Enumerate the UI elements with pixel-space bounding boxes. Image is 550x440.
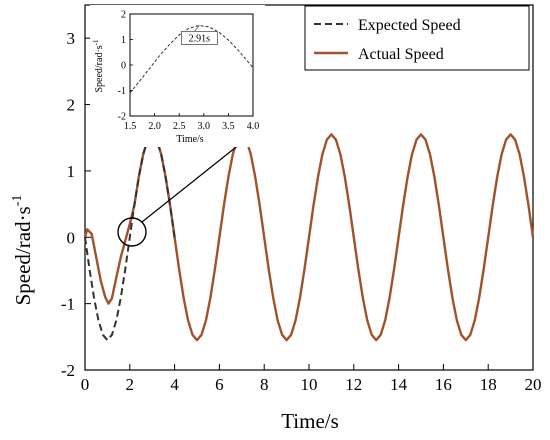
x-tick-label: 4 xyxy=(170,375,179,394)
legend-box xyxy=(304,5,530,71)
inset-x-tick-label: 1.5 xyxy=(124,121,137,132)
x-tick-label: 18 xyxy=(480,375,497,394)
inset-plot: 1.5 2.0 2.5 3.0 3.5 4.0 -2 -1 0 1 2 2.91s Time/s S… xyxy=(90,5,265,147)
inset-y-tick-label: -2 xyxy=(118,112,126,123)
legend-label-expected: Expected Speed xyxy=(358,17,461,34)
x-tick-label: 0 xyxy=(81,375,90,394)
inset-y-tick-label: 2 xyxy=(121,10,126,21)
inset-ticks-group: 1.5 2.0 2.5 3.0 3.5 4.0 -2 -1 0 1 2 xyxy=(118,10,260,133)
zoom-indicator xyxy=(117,135,251,247)
inset-x-tick-label: 2.5 xyxy=(173,121,186,132)
inset-x-tick-label: 4.0 xyxy=(247,121,260,132)
inset-x-tick-label: 3.5 xyxy=(222,121,235,132)
y-axis-title: Speed/rad·s-1 xyxy=(10,195,35,306)
inset-y-tick-label: 0 xyxy=(121,61,126,72)
y-tick-label: 1 xyxy=(67,162,76,181)
x-tick-label: 10 xyxy=(301,375,318,394)
annotation-box xyxy=(180,31,218,45)
legend-label-actual: Actual Speed xyxy=(358,46,444,63)
legend: Expected Speed Actual Speed xyxy=(304,5,530,71)
y-tick-label: -2 xyxy=(61,361,75,380)
x-tick-label: 16 xyxy=(435,375,452,394)
inset-y-axis-title: Speed/rad·s-1 xyxy=(92,39,105,93)
y-tick-label: 2 xyxy=(67,96,76,115)
inset-background xyxy=(90,5,265,147)
x-tick-label: 14 xyxy=(390,375,408,394)
y-tick-label: -1 xyxy=(61,295,75,314)
inset-y-axis-title-sup: -1 xyxy=(92,39,100,45)
y-tick-label: 0 xyxy=(67,228,76,247)
x-tick-label: 12 xyxy=(345,375,362,394)
main-series-group xyxy=(83,133,535,342)
x-tick-label: 8 xyxy=(260,375,269,394)
x-tick-label: 2 xyxy=(126,375,135,394)
x-tick-label: 20 xyxy=(525,375,542,394)
zoom-circle xyxy=(117,217,147,247)
inset-y-tick-label: 1 xyxy=(121,35,126,46)
y-axis-title-main: Speed/rad·s xyxy=(11,206,35,305)
inset-y-tick-label: -1 xyxy=(118,86,126,97)
inset-y-axis-title-main: Speed/rad·s xyxy=(94,45,105,92)
series-line-actual xyxy=(83,133,535,342)
annotation-leader xyxy=(194,25,200,32)
y-axis-title-sup: -1 xyxy=(10,195,25,207)
zoom-connector xyxy=(141,135,251,223)
inset-x-axis-title: Time/s xyxy=(176,134,204,145)
series-line-expected xyxy=(84,133,176,342)
y-tick-label: 3 xyxy=(67,29,76,48)
inset-x-tick-label: 3.0 xyxy=(198,121,211,132)
inset-annotation: 2.91s xyxy=(180,25,218,45)
annotation-label: 2.91s xyxy=(189,33,211,44)
x-tick-label: 6 xyxy=(215,375,224,394)
x-axis-title: Time/s xyxy=(281,409,339,433)
inset-x-tick-label: 2.0 xyxy=(148,121,161,132)
